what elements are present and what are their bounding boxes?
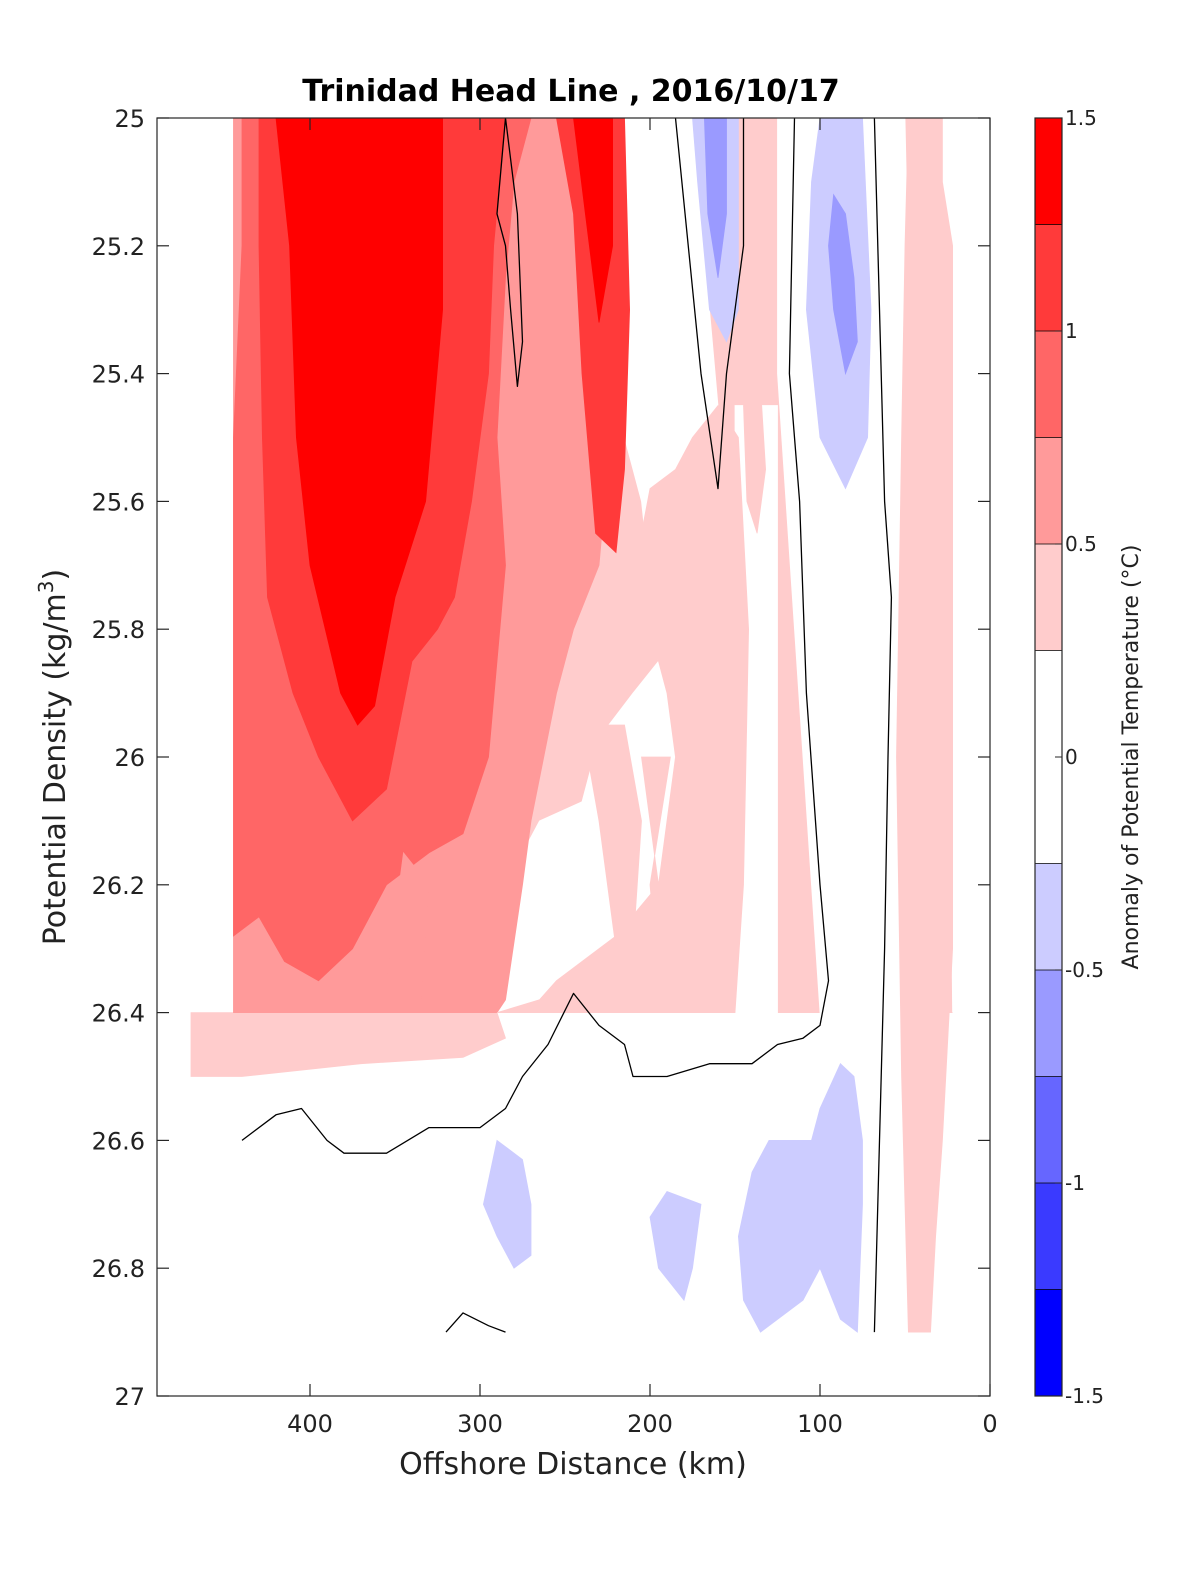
- y-tick-label: 26.8: [92, 1255, 145, 1283]
- colorbar-tick-label: 1.5: [1065, 106, 1097, 130]
- colorbar-tick-label: -1.5: [1065, 1384, 1104, 1408]
- colorbar-swatch: [1035, 1076, 1062, 1183]
- zero-contour-line: [873, 118, 893, 1333]
- y-tick-label: 25.4: [92, 361, 145, 389]
- contour-region: [743, 385, 767, 534]
- x-tick-label: 300: [457, 1410, 503, 1438]
- colorbar-swatch: [1035, 331, 1062, 438]
- colorbar-tick-label: -0.5: [1065, 958, 1104, 982]
- y-axis-label-superscript: 3: [34, 580, 58, 593]
- y-axis-label: Potential Density (kg/m3): [34, 569, 73, 945]
- x-tick-label: 400: [287, 1410, 333, 1438]
- y-tick-label: 25.8: [92, 616, 145, 644]
- colorbar-tick-label: 0: [1065, 745, 1078, 769]
- y-tick-label: 26: [114, 744, 145, 772]
- y-tick-label: 25.2: [92, 233, 145, 261]
- colorbar-swatch: [1035, 970, 1062, 1077]
- contour-region: [703, 118, 727, 278]
- x-tick-label: 100: [797, 1410, 843, 1438]
- contour-region: [275, 118, 444, 726]
- colorbar-swatch: [1035, 1183, 1062, 1290]
- colorbar-swatch: [1035, 118, 1062, 225]
- contour-region: [581, 724, 642, 950]
- x-tick-label: 200: [627, 1410, 673, 1438]
- y-axis-ticks: 25 25.2 25.4 25.6 25.8 26 26.2 26.4 26.6 26.8 27: [92, 105, 990, 1411]
- colorbar-tick-label: 0.5: [1065, 532, 1097, 556]
- y-tick-label: 25: [114, 105, 145, 133]
- zero-contour-line: [241, 118, 830, 1154]
- colorbar-swatch: [1035, 1289, 1062, 1396]
- colorbar-tick-label: 1: [1065, 319, 1078, 343]
- contour-region: [896, 118, 953, 1333]
- contour-region: [828, 193, 858, 376]
- y-tick-label: 27: [114, 1383, 145, 1411]
- zero-contour-line: [496, 118, 524, 388]
- contour-region: [649, 1191, 702, 1302]
- zero-contour-line: [674, 118, 745, 490]
- contour-region: [482, 1139, 532, 1269]
- contour-region: [641, 756, 693, 982]
- zero-contour-lines: [241, 118, 893, 1333]
- x-axis-label: Offshore Distance (km): [399, 1447, 747, 1482]
- contour-region: [573, 118, 613, 323]
- plot-area: 400 300 200 100 0 25 25.2 25.4 25.6 25.8 26 26.2 26…: [92, 105, 998, 1438]
- y-tick-label: 25.6: [92, 488, 145, 516]
- x-tick-label: 0: [982, 1410, 997, 1438]
- y-tick-label: 26.2: [92, 872, 145, 900]
- contour-region: [496, 404, 750, 1013]
- colorbar-swatch: [1035, 224, 1062, 331]
- contour-region: [190, 1012, 506, 1077]
- contour-region: [737, 1063, 863, 1333]
- y-tick-label: 26.6: [92, 1127, 145, 1155]
- zero-contour-line: [445, 1312, 506, 1333]
- contour-region: [386, 851, 430, 1013]
- x-axis-ticks: 400 300 200 100 0: [287, 118, 998, 1438]
- chart-title: Trinidad Head Line , 2016/10/17: [302, 74, 839, 109]
- y-axis-label-main: Potential Density (kg/m: [38, 593, 73, 945]
- y-axis-label-close: ): [38, 569, 73, 581]
- colorbar-swatch: [1035, 544, 1062, 651]
- colorbar-label: Anomaly of Potential Temperature (°C): [1119, 545, 1144, 970]
- colorbar: 1.5 1 0.5 0 -0.5 -1 -1.5: [1034, 106, 1104, 1408]
- y-tick-label: 26.4: [92, 1000, 145, 1028]
- colorbar-swatch: [1035, 437, 1062, 544]
- colorbar-tick-label: -1: [1065, 1171, 1085, 1195]
- colorbar-swatch: [1035, 863, 1062, 970]
